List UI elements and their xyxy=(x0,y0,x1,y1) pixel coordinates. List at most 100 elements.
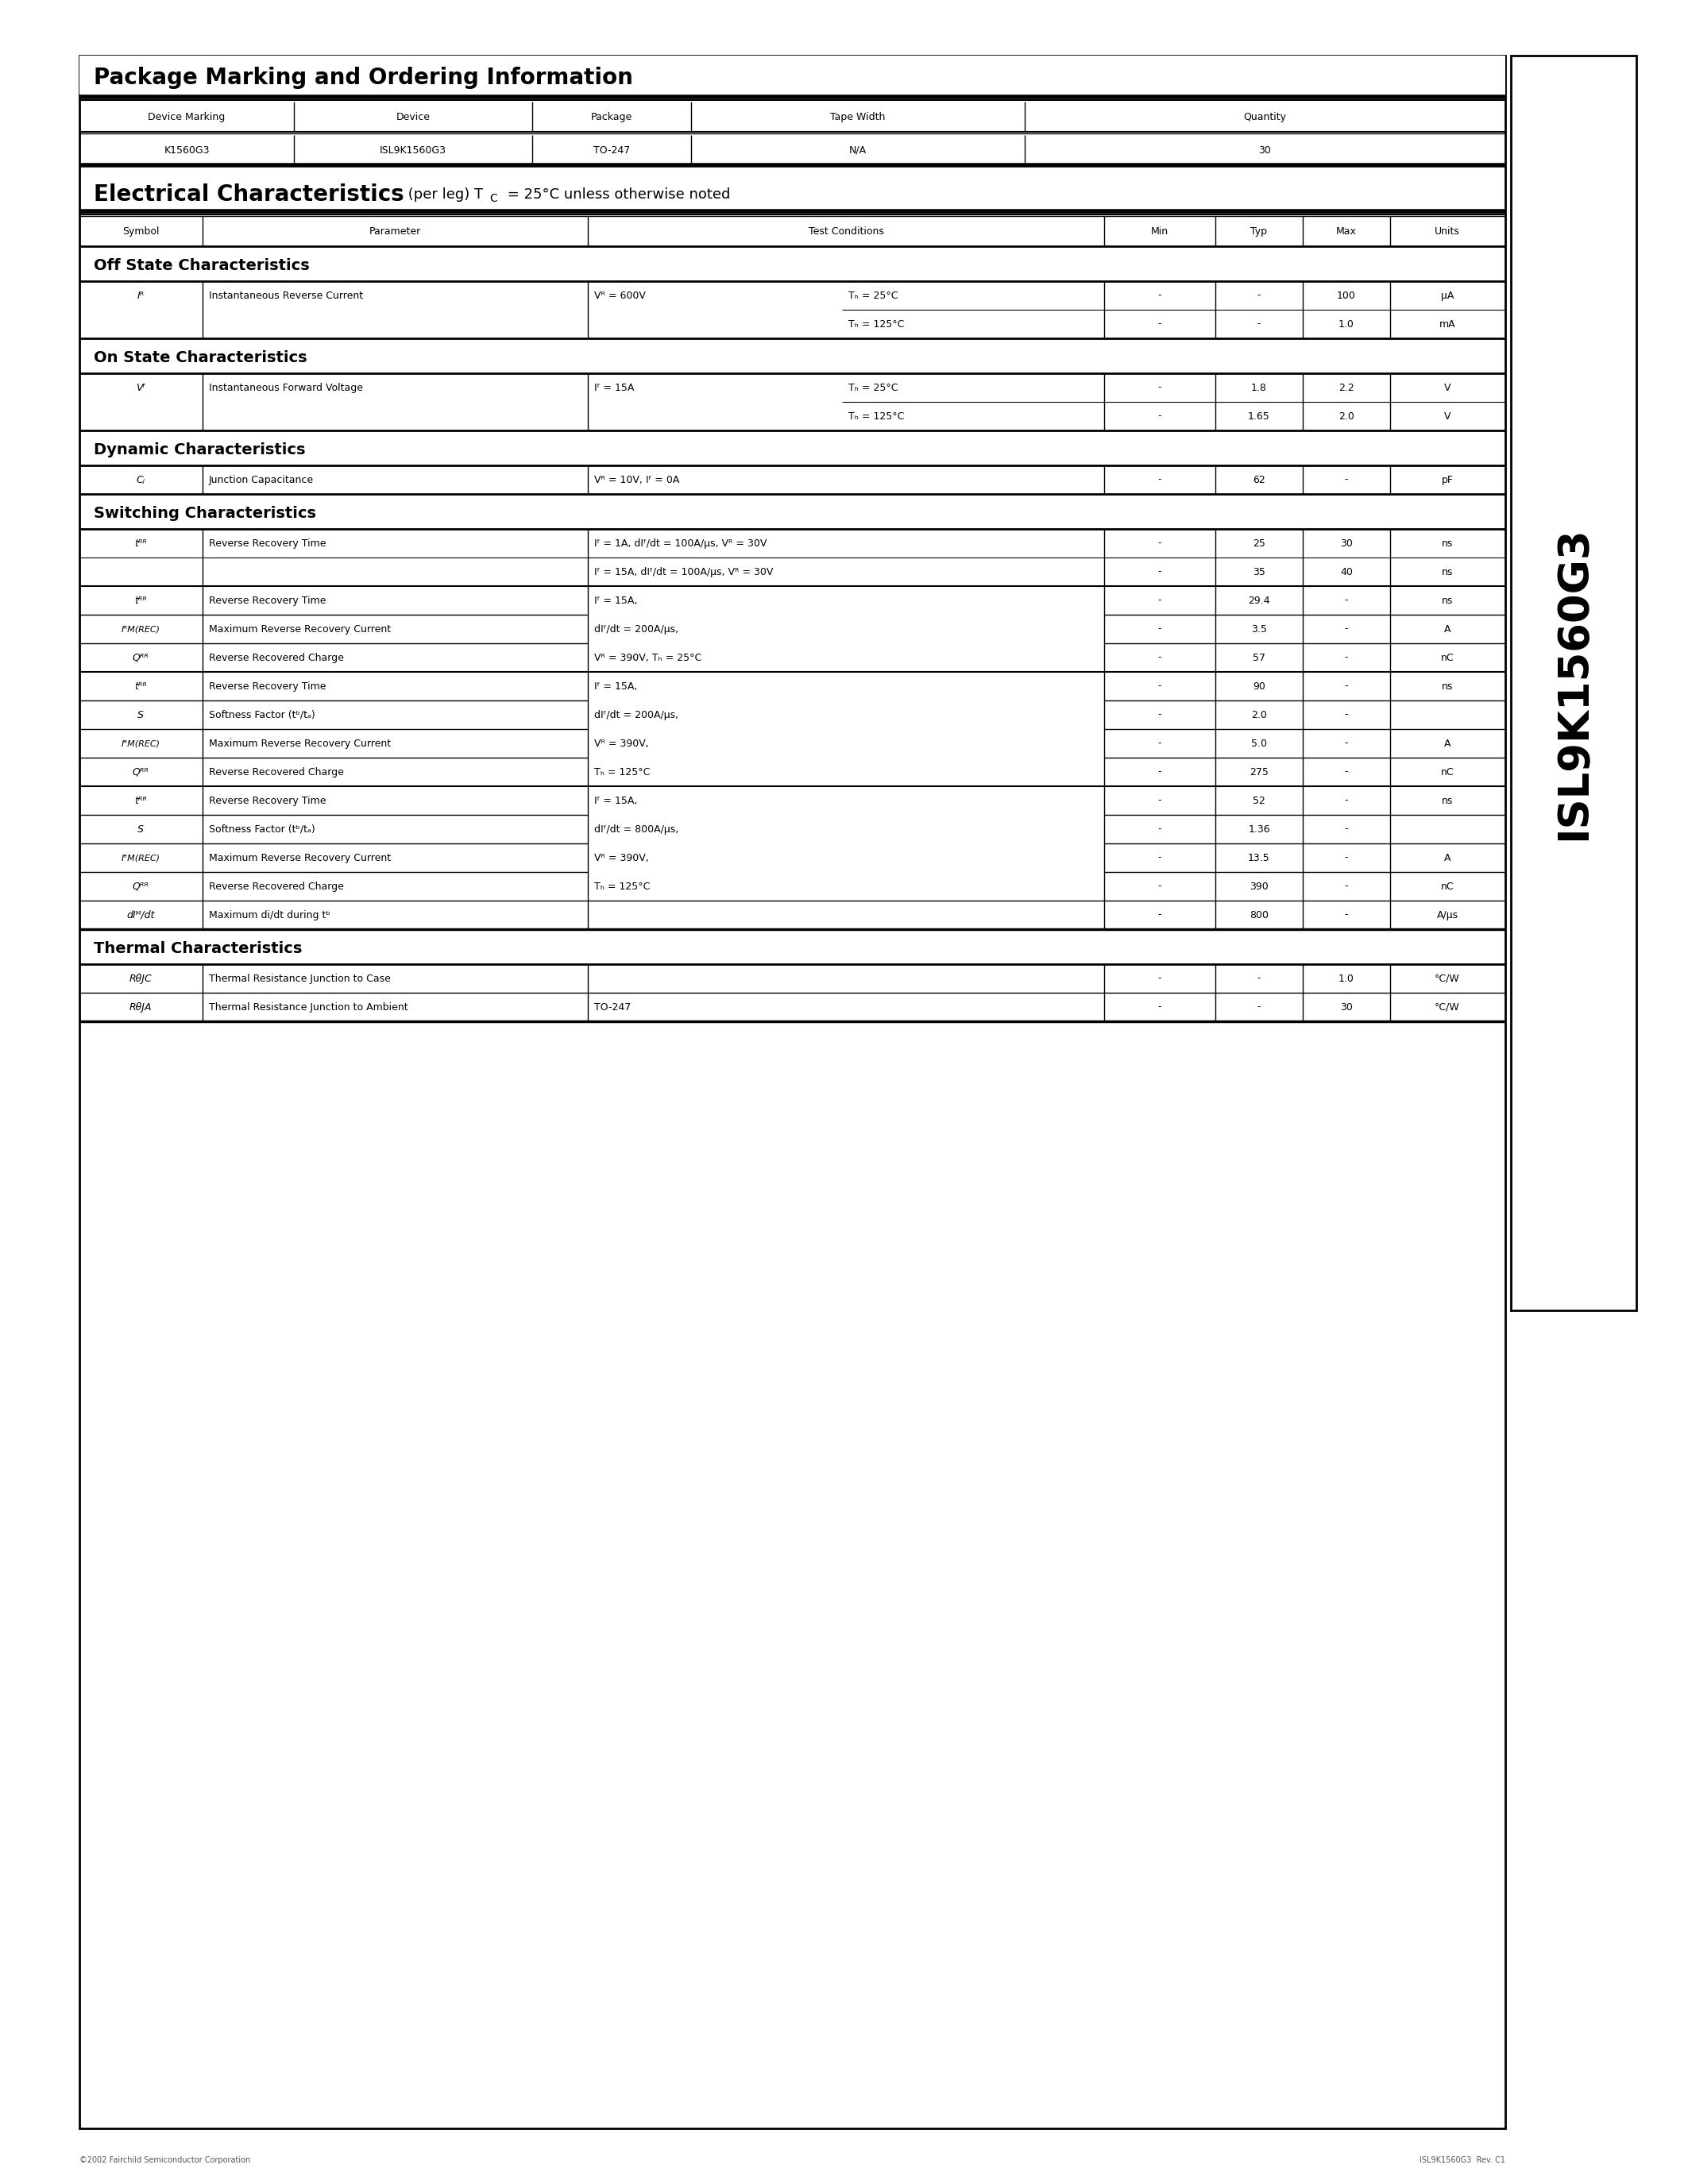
Text: RθJC: RθJC xyxy=(130,974,152,983)
Text: dIᶠ/dt = 200A/μs,: dIᶠ/dt = 200A/μs, xyxy=(594,625,679,633)
Text: Reverse Recovery Time: Reverse Recovery Time xyxy=(209,596,326,605)
Text: -: - xyxy=(1345,710,1349,721)
Text: -: - xyxy=(1345,738,1349,749)
Text: Reverse Recovery Time: Reverse Recovery Time xyxy=(209,795,326,806)
Text: Iᶠ = 15A,: Iᶠ = 15A, xyxy=(594,681,638,692)
Text: μA: μA xyxy=(1442,290,1453,301)
Text: S: S xyxy=(137,823,143,834)
Text: ISL9K1560G3: ISL9K1560G3 xyxy=(1553,526,1593,841)
Text: -: - xyxy=(1345,880,1349,891)
Text: -: - xyxy=(1158,474,1161,485)
Text: -: - xyxy=(1158,290,1161,301)
Text: On State Characteristics: On State Characteristics xyxy=(95,349,307,365)
Text: Iᶠ = 15A,: Iᶠ = 15A, xyxy=(594,596,638,605)
Text: C: C xyxy=(490,192,496,203)
Text: 13.5: 13.5 xyxy=(1247,852,1269,863)
Text: -: - xyxy=(1258,290,1261,301)
Text: pF: pF xyxy=(1442,474,1453,485)
Text: Thermal Characteristics: Thermal Characteristics xyxy=(95,941,302,957)
Text: -: - xyxy=(1258,1002,1261,1011)
Text: 52: 52 xyxy=(1252,795,1266,806)
Text: Cⱼ: Cⱼ xyxy=(137,474,145,485)
Text: ns: ns xyxy=(1442,596,1453,605)
Text: -: - xyxy=(1345,474,1349,485)
Text: tᴿᴿ: tᴿᴿ xyxy=(135,596,147,605)
Text: Instantaneous Forward Voltage: Instantaneous Forward Voltage xyxy=(209,382,363,393)
Text: -: - xyxy=(1158,710,1161,721)
Text: V: V xyxy=(1443,411,1450,422)
Text: -: - xyxy=(1345,852,1349,863)
Text: ns: ns xyxy=(1442,537,1453,548)
Text: 1.36: 1.36 xyxy=(1247,823,1269,834)
Text: S: S xyxy=(137,710,143,721)
Text: dIᶠ/dt = 200A/μs,: dIᶠ/dt = 200A/μs, xyxy=(594,710,679,721)
Text: Iᴿ: Iᴿ xyxy=(137,290,143,301)
Text: nC: nC xyxy=(1442,653,1453,662)
Text: 40: 40 xyxy=(1340,566,1352,577)
Text: IᴿM(REC): IᴿM(REC) xyxy=(122,854,160,863)
Text: 35: 35 xyxy=(1252,566,1266,577)
Text: = 25°C unless otherwise noted: = 25°C unless otherwise noted xyxy=(503,188,731,201)
Text: ns: ns xyxy=(1442,795,1453,806)
Text: Tₕ = 125°C: Tₕ = 125°C xyxy=(849,319,905,330)
Text: Instantaneous Reverse Current: Instantaneous Reverse Current xyxy=(209,290,363,301)
Text: Vᴿ = 390V, Tₕ = 25°C: Vᴿ = 390V, Tₕ = 25°C xyxy=(594,653,702,662)
Text: Max: Max xyxy=(1337,225,1357,236)
Text: 25: 25 xyxy=(1252,537,1266,548)
Text: -: - xyxy=(1158,738,1161,749)
Text: Reverse Recovered Charge: Reverse Recovered Charge xyxy=(209,767,344,778)
Text: -: - xyxy=(1158,319,1161,330)
Text: -: - xyxy=(1258,319,1261,330)
Text: -: - xyxy=(1158,852,1161,863)
Text: Qᴿᴿ: Qᴿᴿ xyxy=(132,880,149,891)
Text: Typ: Typ xyxy=(1251,225,1268,236)
Text: 1.65: 1.65 xyxy=(1247,411,1269,422)
Text: Min: Min xyxy=(1151,225,1168,236)
Text: Reverse Recovered Charge: Reverse Recovered Charge xyxy=(209,880,344,891)
Text: -: - xyxy=(1345,767,1349,778)
Text: Maximum di/dt during tᵇ: Maximum di/dt during tᵇ xyxy=(209,911,331,919)
Text: Softness Factor (tᵇ/tₐ): Softness Factor (tᵇ/tₐ) xyxy=(209,710,316,721)
Text: 5.0: 5.0 xyxy=(1251,738,1268,749)
Text: -: - xyxy=(1345,681,1349,692)
Text: ISL9K1560G3: ISL9K1560G3 xyxy=(380,144,446,155)
Text: Package: Package xyxy=(591,111,633,122)
Text: -: - xyxy=(1158,411,1161,422)
Text: Thermal Resistance Junction to Case: Thermal Resistance Junction to Case xyxy=(209,974,390,983)
Text: Reverse Recovered Charge: Reverse Recovered Charge xyxy=(209,653,344,662)
Text: 30: 30 xyxy=(1340,537,1352,548)
Text: tᴿᴿ: tᴿᴿ xyxy=(135,681,147,692)
Text: -: - xyxy=(1158,974,1161,983)
Text: Junction Capacitance: Junction Capacitance xyxy=(209,474,314,485)
Text: N/A: N/A xyxy=(849,144,866,155)
Text: Parameter: Parameter xyxy=(370,225,420,236)
Text: ns: ns xyxy=(1442,566,1453,577)
Text: -: - xyxy=(1345,911,1349,919)
Text: Softness Factor (tᵇ/tₐ): Softness Factor (tᵇ/tₐ) xyxy=(209,823,316,834)
Text: Vᴿ = 600V: Vᴿ = 600V xyxy=(594,290,647,301)
Text: tᴿᴿ: tᴿᴿ xyxy=(135,537,147,548)
Text: Iᶠ = 15A: Iᶠ = 15A xyxy=(594,382,635,393)
Text: -: - xyxy=(1158,795,1161,806)
Text: 3.5: 3.5 xyxy=(1251,625,1268,633)
Text: 390: 390 xyxy=(1249,880,1268,891)
Text: Maximum Reverse Recovery Current: Maximum Reverse Recovery Current xyxy=(209,738,392,749)
Text: dIᴹ/dt: dIᴹ/dt xyxy=(127,911,155,919)
Text: ISL9K1560G3  Rev. C1: ISL9K1560G3 Rev. C1 xyxy=(1420,2156,1506,2164)
Text: Units: Units xyxy=(1435,225,1460,236)
Text: Vᴿ = 390V,: Vᴿ = 390V, xyxy=(594,852,648,863)
Text: IᴿM(REC): IᴿM(REC) xyxy=(122,740,160,747)
Text: -: - xyxy=(1345,795,1349,806)
Text: Vᴿ = 10V, Iᶠ = 0A: Vᴿ = 10V, Iᶠ = 0A xyxy=(594,474,680,485)
Text: TO-247: TO-247 xyxy=(592,144,630,155)
Text: °C/W: °C/W xyxy=(1435,1002,1460,1011)
Text: -: - xyxy=(1158,382,1161,393)
Text: Dynamic Characteristics: Dynamic Characteristics xyxy=(95,441,306,456)
Text: -: - xyxy=(1158,596,1161,605)
Text: Thermal Resistance Junction to Ambient: Thermal Resistance Junction to Ambient xyxy=(209,1002,408,1011)
Text: -: - xyxy=(1158,1002,1161,1011)
Text: V: V xyxy=(1443,382,1450,393)
Text: Qᴿᴿ: Qᴿᴿ xyxy=(132,767,149,778)
Text: Symbol: Symbol xyxy=(122,225,159,236)
Text: -: - xyxy=(1345,625,1349,633)
